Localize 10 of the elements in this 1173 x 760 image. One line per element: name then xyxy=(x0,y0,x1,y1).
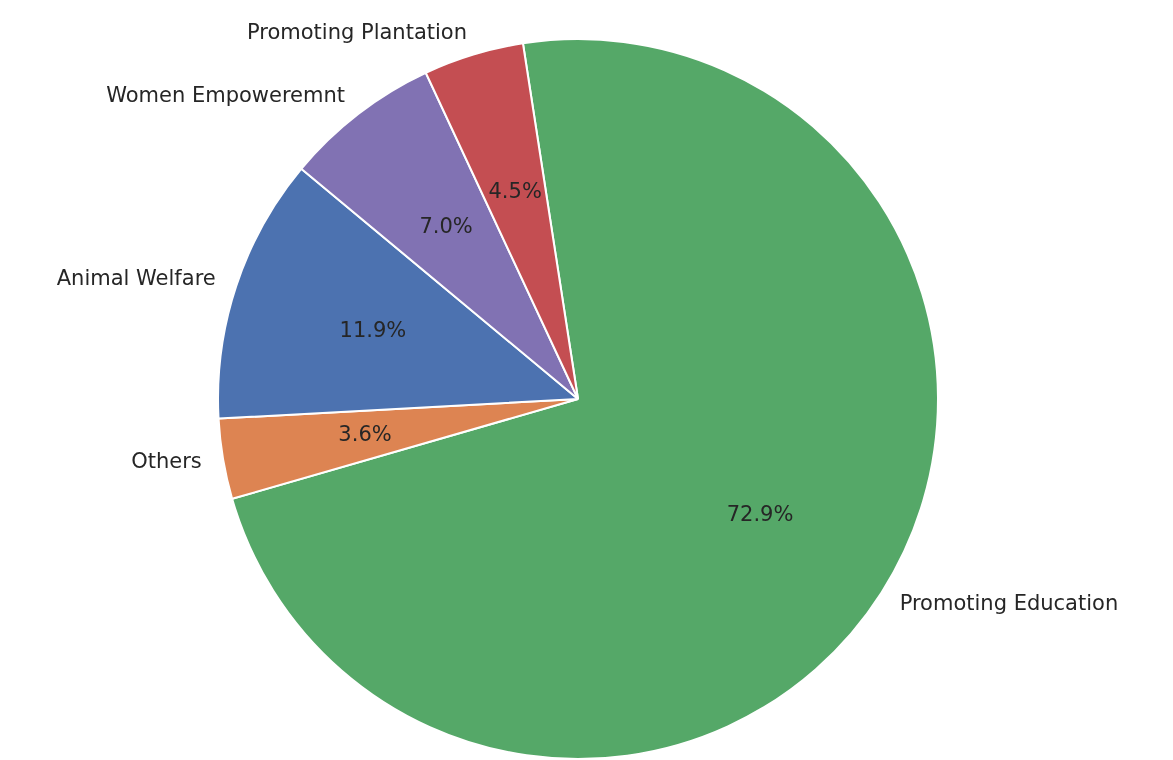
data-label: 7.0% xyxy=(419,214,473,239)
data-label: 3.6% xyxy=(338,421,392,446)
data-label: 72.9% xyxy=(726,501,794,526)
data-label: 4.5% xyxy=(488,178,542,203)
data-label: 11.9% xyxy=(339,317,407,342)
slice-label: Promoting Education xyxy=(899,590,1119,615)
slice-label: Others xyxy=(131,449,202,474)
slice-label: Promoting Plantation xyxy=(247,20,468,45)
slice-label: Women Empoweremnt xyxy=(106,83,346,108)
slice-label: Animal Welfare xyxy=(56,265,216,290)
